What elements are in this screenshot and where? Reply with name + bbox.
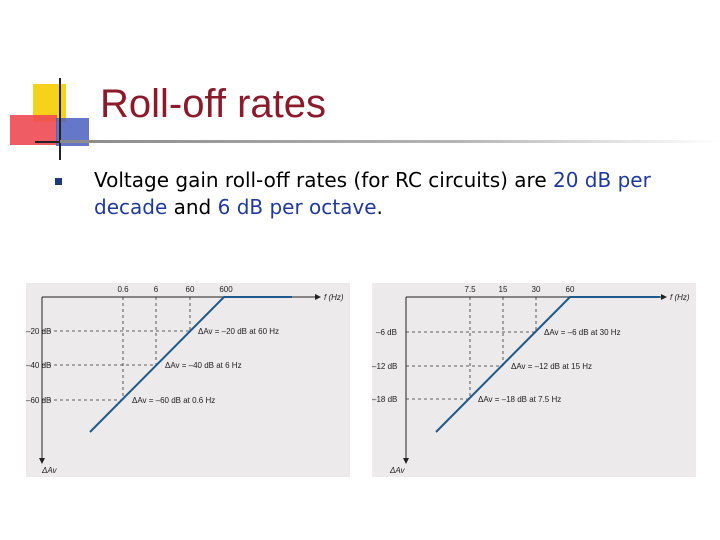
annotation-0: ΔAv = –6 dB at 30 Hz [544,328,621,337]
freq-tick-3: 60 [566,285,575,294]
gain-tick-0: –6 dB [376,328,397,337]
gain-axis-label: ΔAv [389,466,406,475]
title-underline [60,140,720,143]
annotation-2: ΔAv = –60 dB at 0.6 Hz [132,396,215,405]
bullet-text: Voltage gain roll-off rates (for RC circ… [94,167,694,221]
freq-tick-1: 15 [499,285,508,294]
rate-per-octave: 6 dB per octave [217,195,377,219]
freq-axis-label: f (Hz) [670,293,690,302]
bullet-text-part1: Voltage gain roll-off rates (for RC circ… [94,168,553,192]
slide-logo [10,78,108,160]
gain-tick-0: –20 dB [26,327,51,336]
annotation-1: ΔAv = –40 dB at 6 Hz [165,361,242,370]
annotation-0: ΔAv = –20 dB at 60 Hz [198,327,279,336]
octave-rolloff-diagram: 7.5 15 30 60 f (Hz) –6 dB –12 dB –18 dB … [372,283,696,477]
freq-tick-3: 600 [219,285,233,294]
octave-rolloff-svg: 7.5 15 30 60 f (Hz) –6 dB –12 dB –18 dB … [372,285,690,475]
gain-tick-1: –40 dB [26,361,51,370]
freq-tick-2: 60 [186,285,195,294]
decade-rolloff-diagram: 0.6 6 60 600 f (Hz) –20 dB –40 dB –60 dB… [26,283,350,477]
freq-tick-2: 30 [532,285,541,294]
freq-tick-1: 6 [154,285,159,294]
logo-red-square [10,115,57,145]
bullet-text-part2: and [167,195,218,219]
rolloff-curve [435,296,660,433]
slide-title: Roll-off rates [100,82,327,126]
bullet-marker [55,178,62,185]
decade-rolloff-svg: 0.6 6 60 600 f (Hz) –20 dB –40 dB –60 dB… [26,285,344,475]
gain-tick-2: –18 dB [372,395,397,404]
gain-axis-label: ΔAv [41,466,58,475]
rolloff-curve [89,296,292,433]
annotation-1: ΔAv = –12 dB at 15 Hz [511,362,592,371]
gain-tick-1: –12 dB [372,362,397,371]
freq-tick-0: 0.6 [117,285,129,294]
freq-tick-0: 7.5 [464,285,476,294]
annotation-2: ΔAv = –18 dB at 7.5 Hz [478,395,561,404]
gain-tick-2: –60 dB [26,396,51,405]
freq-axis-label: f (Hz) [324,293,344,302]
rate-per-decade: 20 dB per decade [94,168,651,219]
bullet-text-part3: . [376,195,383,219]
